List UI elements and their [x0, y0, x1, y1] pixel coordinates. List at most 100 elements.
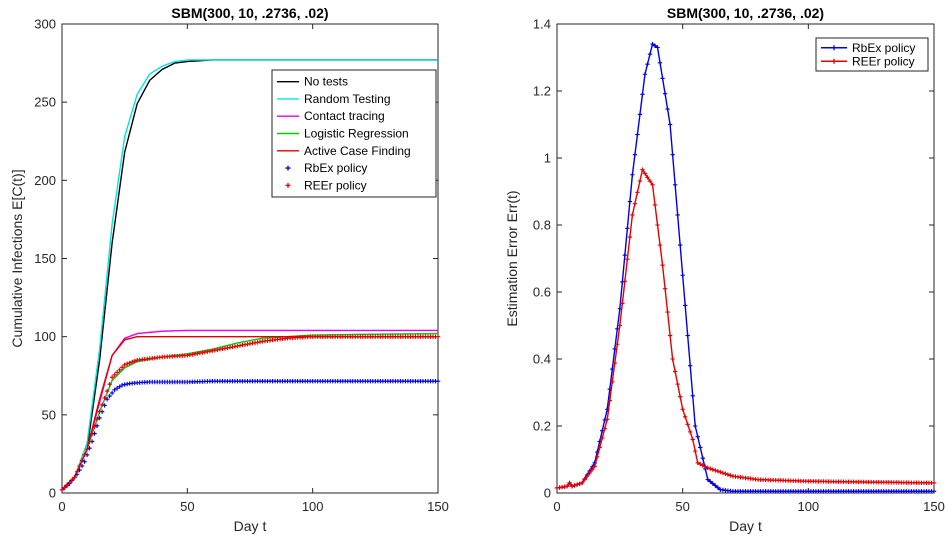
legend-item: REEr policy: [821, 54, 915, 68]
data-point: [74, 469, 80, 474]
data-point: [89, 432, 95, 437]
data-point: [122, 362, 127, 368]
data-point: [567, 480, 572, 486]
y-tick-label: 0.4: [533, 352, 551, 367]
data-point: [600, 435, 605, 441]
data-point: [655, 222, 660, 228]
data-point: [645, 175, 650, 180]
legend-item: REEr policy: [285, 178, 367, 192]
data-point: [625, 226, 630, 231]
legend-marker: [831, 45, 837, 51]
data-point: [107, 393, 112, 399]
data-point: [672, 369, 678, 374]
x-tick-label: 0: [553, 499, 560, 514]
data-point: [710, 467, 716, 472]
estimation-error-chart: 0 50 100 150 0 0.2 0.4 0.6 0.8 1 1.2 1.4 SBM(300, 10…: [504, 5, 945, 534]
data-point: [650, 182, 655, 187]
x-tick-label: 50: [675, 499, 689, 514]
y-tick-label: 0.2: [533, 419, 551, 434]
y-tick-label: 300: [34, 17, 56, 32]
data-point: [59, 487, 65, 493]
data-point: [680, 407, 685, 412]
series-rbex-policy: [59, 379, 441, 493]
legend-item: Logistic Regression: [277, 127, 409, 141]
data-point: [693, 448, 698, 454]
data-point: [662, 91, 668, 96]
data-point: [102, 395, 107, 401]
data-point: [602, 426, 607, 431]
data-point: [569, 484, 575, 489]
data-point: [657, 242, 663, 248]
data-point: [87, 445, 92, 451]
data-point: [695, 434, 700, 439]
legend-label: Contact tracing: [304, 109, 385, 123]
data-point: [615, 342, 620, 347]
data-point: [435, 379, 441, 384]
data-point: [710, 481, 716, 486]
data-point: [77, 463, 82, 469]
data-point: [688, 363, 693, 368]
data-point: [630, 212, 635, 218]
data-point: [723, 471, 728, 476]
data-point: [605, 417, 610, 422]
data-point: [582, 477, 587, 482]
data-point: [592, 464, 597, 469]
data-point: [69, 477, 75, 483]
data-point: [574, 482, 580, 487]
y-tick-label: 0.6: [533, 285, 551, 300]
data-point: [728, 473, 733, 478]
data-point: [688, 429, 693, 435]
data-point: [127, 360, 132, 366]
data-point: [587, 470, 592, 476]
data-point: [64, 482, 70, 488]
data-point: [705, 477, 710, 482]
data-point: [117, 384, 122, 389]
legend-box: [271, 69, 437, 198]
data-point: [637, 178, 643, 184]
data-point: [660, 76, 665, 81]
x-axis-label: Day t: [729, 518, 762, 534]
y-tick-label: 1.4: [533, 17, 551, 32]
data-point: [685, 422, 690, 427]
data-point: [931, 489, 937, 494]
data-point: [94, 423, 100, 428]
data-point: [677, 242, 683, 248]
data-point: [564, 484, 570, 489]
data-point: [682, 414, 688, 419]
data-point: [682, 303, 688, 308]
data-point: [84, 447, 90, 452]
data-point: [703, 464, 708, 469]
data-point: [109, 375, 115, 380]
data-point: [670, 152, 675, 157]
data-point: [112, 387, 117, 393]
legend-marker: [285, 165, 291, 171]
data-point: [112, 372, 117, 378]
data-point: [685, 333, 690, 338]
data-point: [635, 132, 640, 137]
data-point: [652, 202, 658, 208]
data-point: [655, 45, 660, 50]
data-point: [114, 370, 120, 375]
plot-area: [556, 23, 935, 494]
data-point: [708, 479, 713, 484]
data-point: [597, 445, 602, 450]
series-contact-tracing: [61, 329, 438, 491]
data-point: [117, 367, 122, 373]
data-point: [720, 470, 726, 476]
data-point: [632, 201, 638, 206]
data-point: [667, 333, 673, 338]
legend-item: Active Case Finding: [277, 144, 411, 158]
data-point: [79, 458, 85, 463]
legend-label: REEr policy: [852, 54, 915, 68]
legend-marker: [831, 58, 837, 64]
y-tick-label: 250: [34, 95, 56, 110]
data-point: [660, 263, 665, 268]
data-point: [695, 460, 700, 466]
y-tick-label: 1: [544, 151, 551, 166]
data-point: [647, 51, 653, 57]
y-tick-label: 0.8: [533, 218, 551, 233]
data-point: [119, 365, 125, 370]
legend-box: [815, 37, 929, 72]
data-point: [635, 190, 640, 195]
